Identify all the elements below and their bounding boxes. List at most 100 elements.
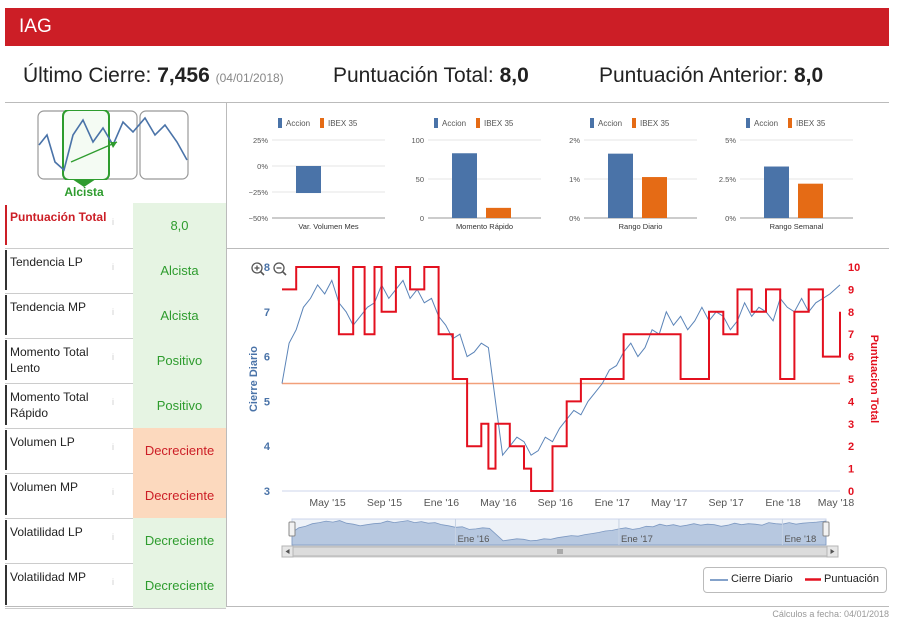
stock-title: IAG [19, 16, 52, 37]
legend-score-swatch [805, 578, 821, 581]
legend-ibex-label: IBEX 35 [796, 119, 826, 128]
right-tick-label: 2 [848, 441, 854, 453]
indicator-value: Decreciente [133, 563, 226, 608]
x-tick-label: Sep '16 [538, 497, 573, 509]
zoom-out-lens [273, 262, 285, 274]
row-marker [5, 430, 7, 470]
scroll-right-icon [830, 549, 835, 554]
navigator-handle-left[interactable] [288, 521, 296, 537]
legend-accion-swatch [278, 118, 282, 128]
info-icon[interactable]: i [112, 217, 114, 227]
info-icon[interactable]: i [112, 307, 114, 317]
right-tick-label: 7 [848, 329, 854, 341]
title-bar: IAG [5, 8, 889, 46]
navigator-tick-label: Ene '18 [784, 534, 816, 545]
right-tick-label: 9 [848, 284, 854, 296]
previous-score: Puntuación Anterior: 8,0 [599, 64, 823, 88]
legend-accion-label: Accion [442, 119, 466, 128]
right-tick-label: 0 [848, 486, 854, 498]
chart-title: Var. Volumen Mes [298, 222, 359, 231]
indicator-row: Volatilidad MP i Decreciente [5, 563, 226, 609]
row-marker [5, 340, 7, 380]
x-tick-label: May '18 [818, 497, 855, 509]
legend-accion-label: Accion [286, 119, 310, 128]
indicator-value: Decreciente [133, 428, 226, 473]
zoom-in-lens [251, 262, 263, 274]
info-icon[interactable]: i [112, 397, 114, 407]
indicator-value: Alcista [133, 248, 226, 293]
right-tick-label: 10 [848, 262, 860, 274]
total-score-value: 8,0 [499, 64, 529, 87]
bar-accion [296, 166, 321, 194]
legend-ibex-swatch [320, 118, 324, 128]
info-icon[interactable]: i [112, 577, 114, 587]
indicator-label: Volumen LP [10, 435, 75, 449]
summary-bar: Último Cierre: 7,456 (04/01/2018) Puntua… [5, 52, 889, 98]
info-icon[interactable]: i [112, 262, 114, 272]
right-tick-label: 5 [848, 374, 854, 386]
y-tick-label: 0% [569, 214, 580, 223]
legend-ibex-swatch [788, 118, 792, 128]
legend-score-label[interactable]: Puntuación [824, 573, 880, 585]
y-tick-label: −25% [249, 188, 269, 197]
total-score-label: Puntuación Total: [333, 64, 494, 87]
indicator-label: Puntuación Total [10, 210, 107, 224]
navigator-handle-right[interactable] [822, 521, 830, 537]
last-close-label: Último Cierre: [23, 64, 152, 87]
zoom-in-icon[interactable] [251, 262, 265, 276]
calc-date: Cálculos a fecha: 04/01/2018 [772, 609, 889, 619]
zoom-out-icon[interactable] [273, 262, 287, 276]
y-tick-label: 0% [725, 214, 736, 223]
y-tick-label: −50% [249, 214, 269, 223]
y-tick-label: 2.5% [719, 175, 736, 184]
row-marker [5, 520, 7, 560]
divider [5, 102, 889, 103]
legend-price-label[interactable]: Cierre Diario [731, 573, 793, 585]
right-tick-label: 3 [848, 419, 854, 431]
left-tick-label: 3 [264, 486, 270, 498]
x-tick-label: Sep '15 [367, 497, 402, 509]
plot-area [282, 267, 840, 491]
left-axis-title: Cierre Diario [248, 346, 260, 412]
x-tick-label: Ene '18 [765, 497, 800, 509]
x-tick-label: Ene '17 [595, 497, 630, 509]
bar-ibex [642, 177, 667, 218]
y-tick-label: 100 [411, 136, 424, 145]
row-marker [5, 385, 7, 425]
legend-accion-swatch [590, 118, 594, 128]
row-marker [5, 295, 7, 335]
row-marker [5, 475, 7, 515]
legend-accion-swatch [434, 118, 438, 128]
bar-ibex [798, 183, 823, 218]
legend-ibex-swatch [476, 118, 480, 128]
left-tick-label: 4 [264, 441, 271, 453]
x-tick-label: Ene '16 [424, 497, 459, 509]
right-tick-label: 8 [848, 307, 854, 319]
info-icon[interactable]: i [112, 487, 114, 497]
indicator-row: Volatilidad LP i Decreciente [5, 518, 226, 564]
y-tick-label: 50 [416, 175, 424, 184]
previous-score-value: 8,0 [793, 64, 824, 87]
indicator-label: Volatilidad MP [10, 570, 87, 584]
info-icon[interactable]: i [112, 442, 114, 452]
trend-icon [37, 110, 189, 180]
x-tick-label: May '16 [480, 497, 517, 509]
info-icon[interactable]: i [112, 352, 114, 362]
indicator-label: Volatilidad LP [10, 525, 83, 539]
legend-ibex-swatch [632, 118, 636, 128]
info-icon[interactable]: i [112, 532, 114, 542]
y-tick-label: 2% [569, 136, 580, 145]
x-tick-label: May '15 [309, 497, 346, 509]
indicator-label: Momento Total Rápido [10, 390, 89, 420]
indicator-row: Tendencia MP i Alcista [5, 293, 226, 339]
chart-title: Rango Diario [619, 222, 663, 231]
y-tick-label: 25% [253, 136, 268, 145]
row-marker [5, 565, 7, 605]
indicator-value: Positivo [133, 383, 226, 428]
right-tick-label: 1 [848, 464, 854, 476]
indicator-value: Decreciente [133, 518, 226, 563]
mini-chart: Accion IBEX 35 2% 1% 0% Rango Diario [569, 118, 697, 231]
indicator-row: Volumen MP i Decreciente [5, 473, 226, 519]
y-tick-label: 0% [257, 162, 268, 171]
